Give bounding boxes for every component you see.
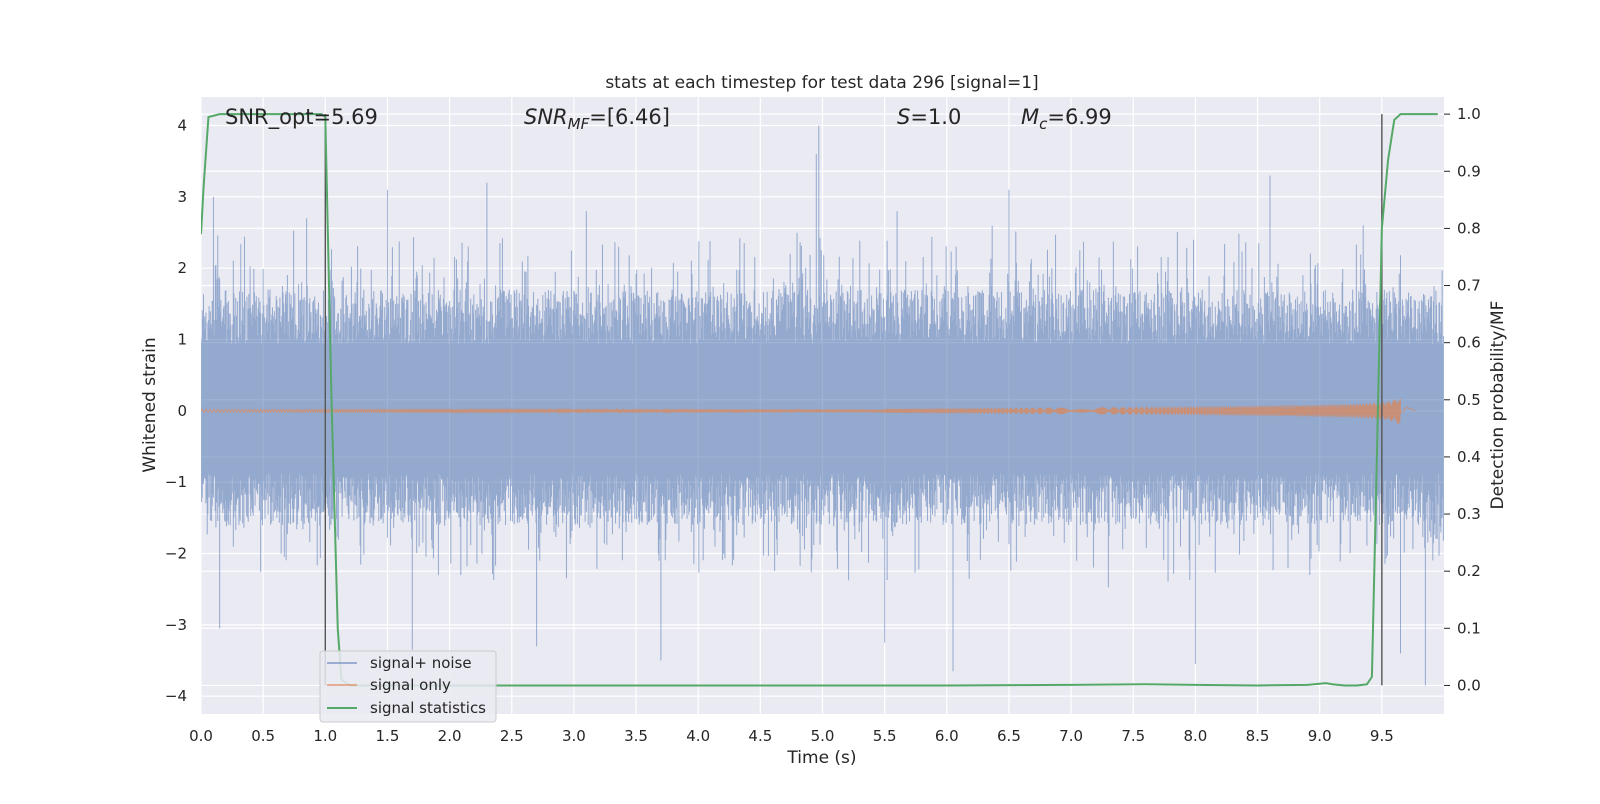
legend-label-signal-only: signal only: [370, 676, 451, 694]
y-right-tick-label: 0.8: [1457, 219, 1481, 237]
x-tick-label: 2.5: [500, 727, 524, 745]
data-layer: [201, 113, 1444, 687]
y-tick-label: 3: [177, 188, 187, 206]
y-right-tick-label: 0.2: [1457, 562, 1481, 580]
legend-label-signal-statistics: signal statistics: [370, 699, 486, 717]
y-right-tick-label: 0.4: [1457, 448, 1481, 466]
x-tick-label: 7.5: [1121, 727, 1145, 745]
x-tick-label: 0.5: [251, 727, 275, 745]
y-right-tick-label: 0.9: [1457, 162, 1481, 180]
y-right-tick-label: 0.1: [1457, 619, 1481, 637]
x-tick-label: 0.0: [189, 727, 213, 745]
x-tick-label: 9.0: [1308, 727, 1332, 745]
y-axis-label-right: Detection probability/MF: [1488, 301, 1508, 510]
y-tick-label: −4: [165, 687, 187, 705]
legend: signal+ noise signal only signal statist…: [319, 650, 497, 723]
x-tick-label: 4.5: [748, 727, 772, 745]
annotation-mc-subscript: c: [1039, 115, 1048, 133]
y-tick-label: −1: [165, 473, 187, 491]
legend-box: [319, 650, 497, 723]
x-axis-label: Time (s): [786, 748, 856, 768]
x-tick-label: 4.0: [686, 727, 710, 745]
x-tick-label: 3.0: [562, 727, 586, 745]
annotation-s-symbol: S: [897, 105, 910, 129]
annotation-s-value: =1.0: [910, 105, 961, 129]
x-tick-label: 8.0: [1183, 727, 1207, 745]
chart-title: stats at each timestep for test data 296…: [605, 73, 1038, 93]
annotation-snr-mf-subscript: MF: [568, 115, 590, 133]
series-signal-statistics: [201, 113, 1438, 687]
x-tick-label: 6.5: [997, 727, 1021, 745]
y-right-tick-label: 0.7: [1457, 277, 1481, 295]
annotation-snr-mf-symbol: SNR: [524, 105, 568, 129]
annotation-snr-mf: SNRMF=[6.46]: [524, 105, 670, 133]
legend-label-signal-noise: signal+ noise: [370, 654, 472, 672]
y-tick-label: 1: [177, 331, 187, 349]
annotation-snr-opt: SNR_opt=5.69: [225, 105, 378, 130]
x-tick-label: 1.5: [376, 727, 400, 745]
y-right-tick-label: 0.3: [1457, 505, 1481, 523]
series-signal-noise: [201, 125, 1444, 686]
x-tick-label: 5.0: [811, 727, 835, 745]
y-right-tick-label: 1.0: [1457, 105, 1481, 123]
x-tick-label: 6.0: [935, 727, 959, 745]
y-tick-label: −3: [165, 616, 187, 634]
x-tick-label: 8.5: [1246, 727, 1270, 745]
y-tick-label: 0: [177, 402, 187, 420]
y-axis-label: Whitened strain: [140, 337, 160, 472]
annotation-mc-value: =6.99: [1047, 105, 1111, 129]
annotation-s: S=1.0: [897, 105, 961, 129]
annotation-snr-mf-value: =[6.46]: [589, 105, 670, 129]
x-tick-label: 7.0: [1059, 727, 1083, 745]
x-tick-label: 1.0: [313, 727, 337, 745]
y-right-tick-label: 0.6: [1457, 334, 1481, 352]
x-tick-label: 3.5: [624, 727, 648, 745]
series-signal-only: [201, 398, 1416, 425]
x-tick-label: 5.5: [873, 727, 897, 745]
y-right-tick-label: 0.0: [1457, 676, 1481, 694]
y-tick-label: −2: [165, 545, 187, 563]
annotation-mc-symbol: M: [1021, 105, 1039, 129]
x-tick-label: 2.0: [438, 727, 462, 745]
x-tick-label: 9.5: [1370, 727, 1394, 745]
annotation-mc: Mc=6.99: [1021, 105, 1112, 133]
y-tick-label: 2: [177, 259, 187, 277]
y-tick-label: 4: [177, 117, 187, 135]
y-right-tick-label: 0.5: [1457, 391, 1481, 409]
tick-labels: 0.0 0.5 1.0 1.5 2.0 2.5 3.0 3.5 4.0 4.5 5.0 5.5 6.0 6…: [165, 105, 1481, 745]
